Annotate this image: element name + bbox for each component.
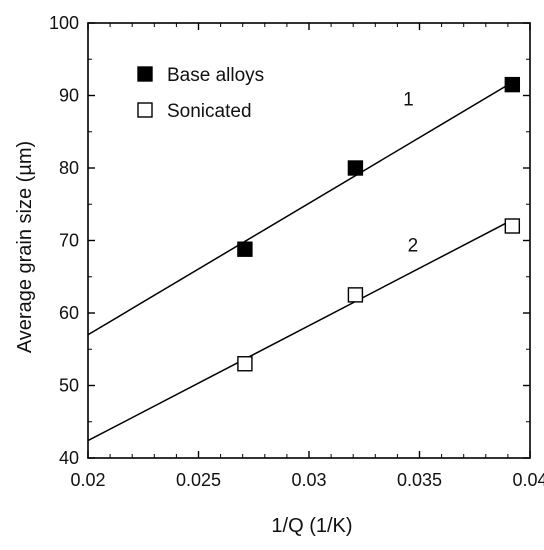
x-tick-label: 0.03 [291, 470, 326, 490]
data-point-sonicated [504, 218, 521, 234]
legend-marker-sonicated [137, 102, 153, 118]
fit-lines-group [87, 80, 515, 442]
line-labels-group: 12 [403, 90, 418, 257]
y-tick-label: 80 [59, 158, 79, 178]
y-tick-label: 60 [59, 303, 79, 323]
x-tick-label: 0.04 [512, 470, 544, 490]
y-tick-label: 90 [59, 86, 79, 106]
x-tick-label: 0.02 [70, 470, 105, 490]
legend-label-sonicated: Sonicated [167, 101, 252, 122]
legend-label-base-alloys: Base alloys [167, 65, 264, 86]
data-point-sonicated [347, 287, 364, 303]
data-point-base-alloys [237, 241, 253, 257]
data-point-sonicated [237, 356, 253, 372]
line-label-sonicated: 2 [408, 235, 419, 256]
legend-marker-base-alloys [137, 66, 153, 82]
axes-group: 0.02 0.025 0.03 0.035 0.04 40 50 60 70 80 90 100 [49, 13, 544, 490]
x-tick-label: 0.035 [397, 470, 442, 490]
data-point-base-alloys [504, 76, 521, 93]
y-tick-label: 100 [49, 13, 79, 33]
legend: Base alloys Sonicated [137, 65, 264, 122]
fit-line-sonicated [87, 218, 515, 442]
plot-frame [87, 22, 531, 459]
x-axis-title: 1/Q (1/K) [271, 515, 352, 537]
line-label-base-alloys: 1 [403, 90, 414, 111]
y-axis-title: Average grain size (µm) [14, 141, 36, 353]
y-tick-label: 50 [59, 376, 79, 396]
x-tick-label: 0.025 [176, 470, 221, 490]
fit-line-base-alloys [87, 80, 515, 336]
data-points-group [237, 76, 521, 372]
y-tick-label: 70 [59, 231, 79, 251]
y-tick-label: 40 [59, 448, 79, 468]
data-point-base-alloys [347, 160, 364, 176]
